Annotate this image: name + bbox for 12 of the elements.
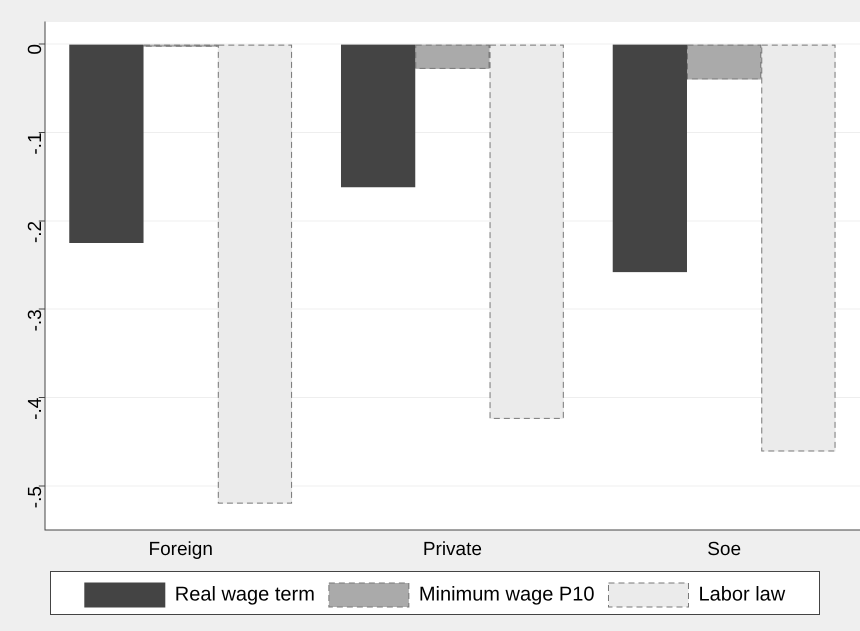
x-tick-label: Soe [707, 538, 742, 560]
legend-label: Real wage term [174, 584, 315, 606]
legend-label: Minimum wage P10 [418, 584, 594, 606]
legend-label: Labor law [698, 584, 786, 606]
y-tick-label: -.3 [25, 309, 46, 332]
y-tick-label: -.4 [25, 397, 46, 420]
x-tick-label: Foreign [148, 538, 213, 560]
y-tick-label: -.1 [25, 132, 46, 155]
y-tick-label: -.2 [25, 220, 46, 244]
y-tick-label: -.5 [25, 486, 46, 508]
y-tick-label: 0 [25, 44, 46, 55]
x-tick-label: Private [422, 538, 482, 560]
